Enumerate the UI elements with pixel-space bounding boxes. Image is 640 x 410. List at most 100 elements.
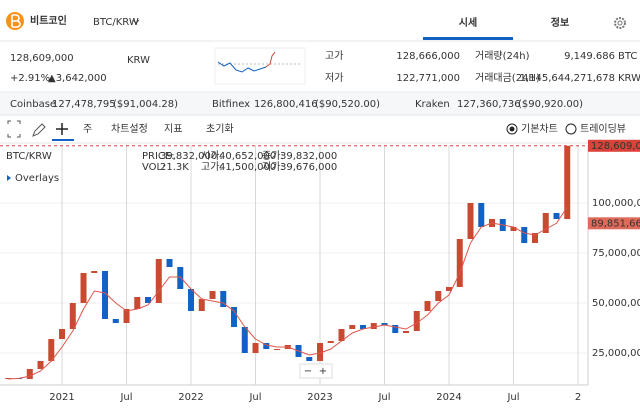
toolbar-item[interactable]: 주: [83, 124, 92, 135]
candle: [392, 325, 399, 333]
x-tick-label: Jul: [119, 392, 132, 403]
price-tag: [588, 139, 640, 152]
zoom-button[interactable]: −: [304, 366, 312, 377]
candle: [467, 203, 474, 239]
candle: [252, 343, 259, 353]
toolbar-item[interactable]: 지표: [164, 123, 182, 135]
candle: [349, 325, 356, 329]
x-tick-label: 2023: [307, 392, 332, 403]
overlays[interactable]: Overlays: [15, 173, 59, 184]
view-option[interactable]: 기본차트: [521, 123, 558, 135]
price-tag-label: 89,851,667: [591, 218, 640, 229]
x-tick-label: 2021: [49, 392, 74, 403]
settings-icon[interactable]: [614, 17, 626, 29]
stat-label: 저가: [325, 72, 343, 84]
stat-value: 9,149.686: [564, 51, 615, 62]
radio[interactable]: [506, 123, 518, 135]
candle: [360, 325, 367, 329]
coin-name: 비트코인: [30, 14, 67, 27]
info-value: 40,652,000: [219, 151, 276, 162]
toolbar-item[interactable]: 초기화: [206, 123, 234, 135]
info-label: 시가:: [201, 150, 223, 162]
view-option[interactable]: 트레이딩뷰: [580, 123, 626, 135]
coin-icon-glyph: [11, 14, 21, 28]
candle: [263, 343, 270, 349]
candle: [456, 239, 463, 287]
sparkline-box: [214, 47, 306, 85]
info-label: PRICE:: [142, 151, 175, 162]
chart-title: BTC/KRW: [6, 151, 52, 162]
toolbar-item[interactable]: 차트설정: [111, 123, 148, 135]
x-tick-label: 2022: [178, 392, 203, 403]
exchange-price: 127,360,736: [457, 99, 521, 110]
candle: [220, 291, 227, 307]
exchange-name: Coinbase: [10, 99, 56, 110]
overlays-icon[interactable]: [7, 175, 11, 181]
candle: [478, 203, 485, 227]
sparkline-rise: [265, 51, 276, 68]
stat-value: 1,145,644,271,678: [520, 73, 615, 84]
candle: [446, 287, 453, 291]
y-tick-label: 100,000,000: [592, 198, 640, 209]
price-tag: [588, 217, 640, 230]
candle: [510, 227, 517, 231]
active-tool: [52, 139, 74, 141]
stat-value: 122,771,000: [396, 73, 460, 84]
info-value: 21.3K: [160, 162, 189, 173]
info-value: 39,832,000: [280, 151, 337, 162]
stat-unit: KRW: [618, 73, 640, 84]
x-tick-label: 2024: [436, 392, 461, 403]
stat-label: 거래량(24h): [475, 50, 530, 62]
zoom-button[interactable]: +: [319, 366, 327, 377]
candle: [48, 339, 55, 361]
active-tab-underline: [423, 37, 513, 40]
change-rate: +2.91%: [10, 73, 50, 84]
candle: [327, 341, 334, 343]
x-tick-label: 2: [575, 392, 581, 403]
candle: [381, 323, 388, 325]
toolbar-icons[interactable]: [7, 120, 68, 138]
candle: [155, 259, 162, 303]
candle: [521, 227, 528, 243]
stat-label: 거래대금(24H): [475, 72, 540, 84]
radio[interactable]: [565, 123, 577, 135]
dropdown-icon[interactable]: [132, 19, 140, 24]
candle: [134, 297, 141, 309]
exchange-usd: ($90,920.00): [518, 99, 583, 110]
info-value: 39,832,000: [160, 151, 217, 162]
stat-label: 고가: [325, 50, 343, 62]
candle: [5, 378, 12, 379]
y-tick-label: 50,000,000: [592, 298, 640, 309]
candle: [145, 297, 152, 303]
tab[interactable]: 정보: [551, 16, 569, 29]
info-label: 종가:: [262, 150, 284, 162]
moving-average: [8, 206, 568, 380]
exchange-price: 126,800,416: [254, 99, 318, 110]
current-price: 128,609,000: [10, 53, 74, 64]
candle: [532, 233, 539, 243]
candle: [177, 267, 184, 289]
info-value: 41,500,000: [219, 162, 276, 173]
x-tick-label: Jul: [248, 392, 261, 403]
x-tick-label: Jul: [506, 392, 519, 403]
exchange-usd: ($90,520.00): [315, 99, 380, 110]
y-tick-label: 25,000,000: [592, 348, 640, 359]
tab[interactable]: 시세: [459, 16, 477, 29]
x-tick-label: Jul: [377, 392, 390, 403]
candle: [37, 361, 44, 369]
info-label: 고가:: [201, 161, 223, 173]
candle: [209, 291, 216, 299]
candle: [338, 329, 345, 341]
exchange-usd: ($91,004.28): [113, 99, 178, 110]
candle: [102, 271, 109, 319]
candle: [403, 331, 410, 333]
price-tag-label: 128,609,000: [591, 141, 640, 152]
info-label: 저가:: [262, 161, 284, 173]
candle: [542, 213, 549, 233]
info-label: VOL:: [142, 162, 165, 173]
candle: [231, 307, 238, 327]
radio-dot: [509, 126, 515, 132]
stat-unit: BTC: [618, 51, 637, 62]
candle: [188, 289, 195, 311]
